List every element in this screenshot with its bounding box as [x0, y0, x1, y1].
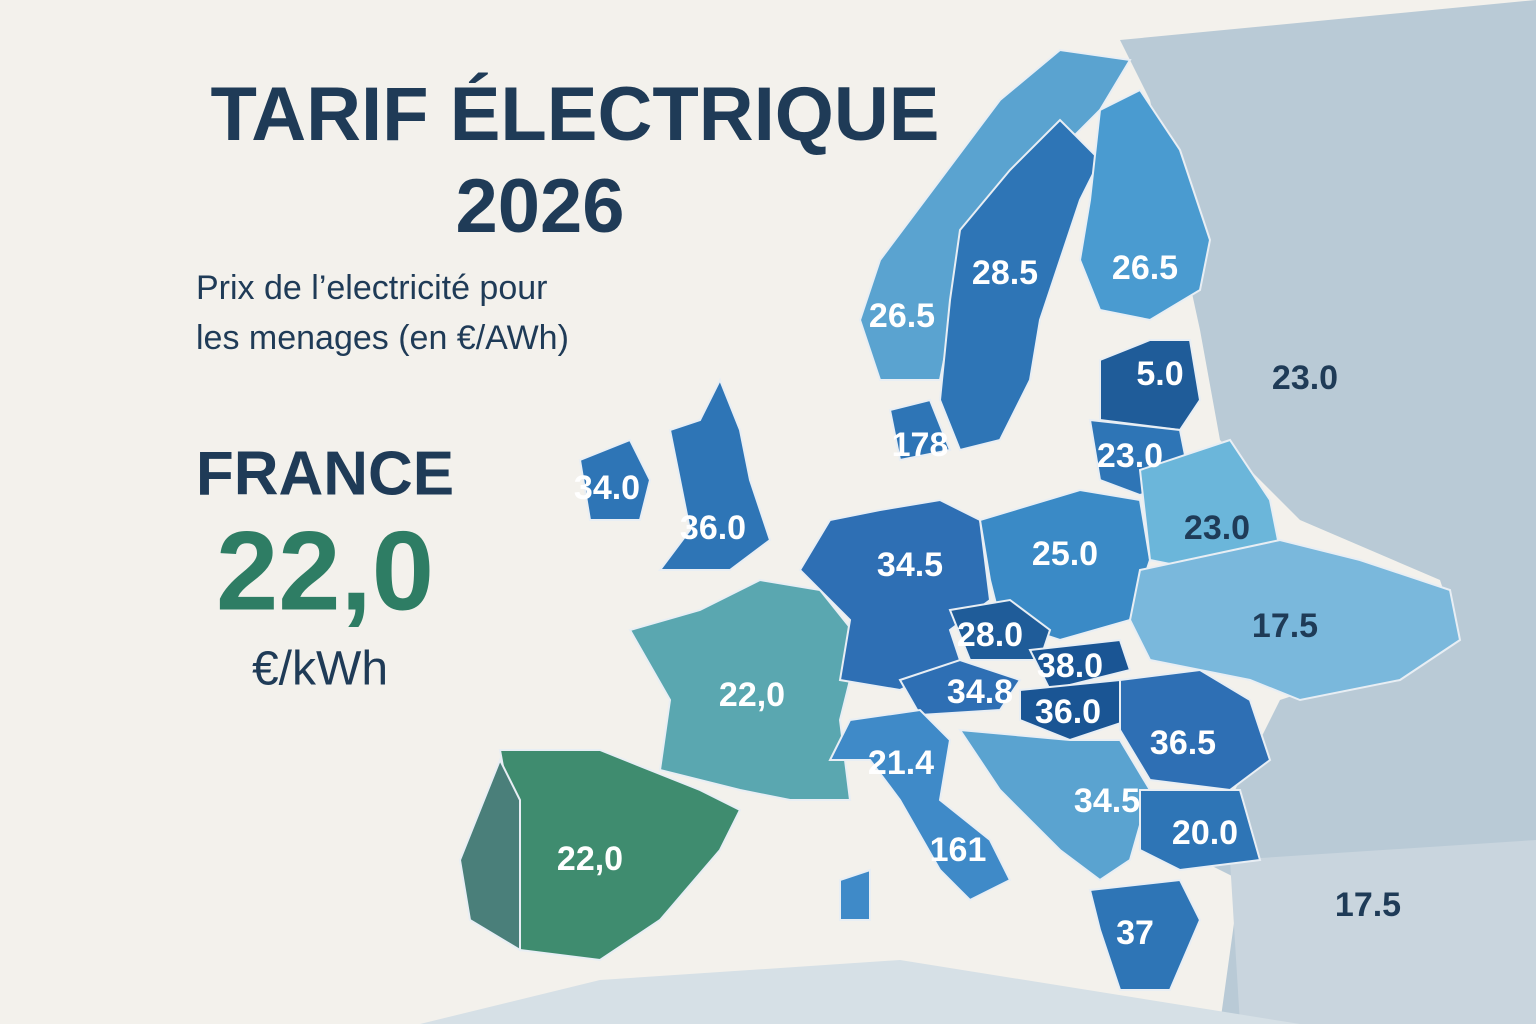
balkans [958, 728, 1152, 882]
highlight-country: FRANCE [196, 439, 454, 508]
turkey-land [1230, 840, 1536, 1024]
highlight-value: 22,0 [216, 509, 434, 634]
italy [828, 708, 1012, 902]
uk [658, 377, 772, 571]
czechia [948, 598, 1052, 661]
highlight-unit: €/kWh [252, 643, 388, 696]
ireland [578, 438, 652, 521]
title: TARIF ÉLECTRIQUE [210, 72, 939, 157]
austria [898, 658, 1022, 717]
region-label: 34.0 [574, 469, 640, 507]
region-label: 23.0 [1097, 437, 1163, 475]
bulgaria [1139, 789, 1262, 872]
region-label: 26.5 [869, 297, 935, 335]
hungary [1019, 678, 1132, 742]
region-label: 17.5 [1335, 886, 1401, 924]
region-label: 36.0 [1035, 693, 1101, 731]
region-label: 28.0 [957, 616, 1023, 654]
region-label: 25.0 [1032, 535, 1098, 573]
portugal [458, 757, 521, 952]
denmark [888, 398, 952, 462]
ukraine [1128, 538, 1462, 702]
region-label: 23.0 [1272, 359, 1338, 397]
region-label: 17.5 [1252, 607, 1318, 645]
sea [420, 960, 1300, 1024]
region-label: 34.5 [877, 546, 943, 584]
region-label: 5.0 [1136, 355, 1183, 393]
region-label: 20.0 [1172, 814, 1238, 852]
subtitle: les menages (en €/AWh) [196, 319, 569, 357]
region-label: 22,0 [557, 840, 623, 878]
region-label: 161 [930, 831, 987, 869]
region-label: 38.0 [1037, 647, 1103, 685]
region-labels: 26.5 28.5 26.5 23.0 5.0 23.0 178 34.0 36… [557, 249, 1401, 952]
region-label: 34.5 [1074, 782, 1140, 820]
sweden [938, 118, 1102, 452]
east-land [1120, 0, 1536, 1024]
region-label: 22,0 [719, 676, 785, 714]
year: 2026 [455, 164, 624, 249]
region-label: 21.4 [868, 744, 934, 782]
region-label: 34.8 [947, 673, 1013, 711]
sicily [839, 868, 871, 921]
region-label: 178 [892, 426, 949, 464]
greece [1088, 878, 1202, 991]
region-label: 36.5 [1150, 724, 1216, 762]
region-label: 23.0 [1184, 509, 1250, 547]
finland [1078, 88, 1212, 322]
region-label: 26.5 [1112, 249, 1178, 287]
subtitle: Prix de l’electricité pour [196, 269, 547, 307]
baltics [1099, 339, 1202, 432]
countries [458, 48, 1462, 991]
region-label: 36.0 [680, 509, 746, 547]
region-label: 28.5 [972, 254, 1038, 292]
romania [1119, 668, 1272, 792]
slovakia [1028, 638, 1132, 692]
region-label: 37 [1116, 914, 1154, 952]
